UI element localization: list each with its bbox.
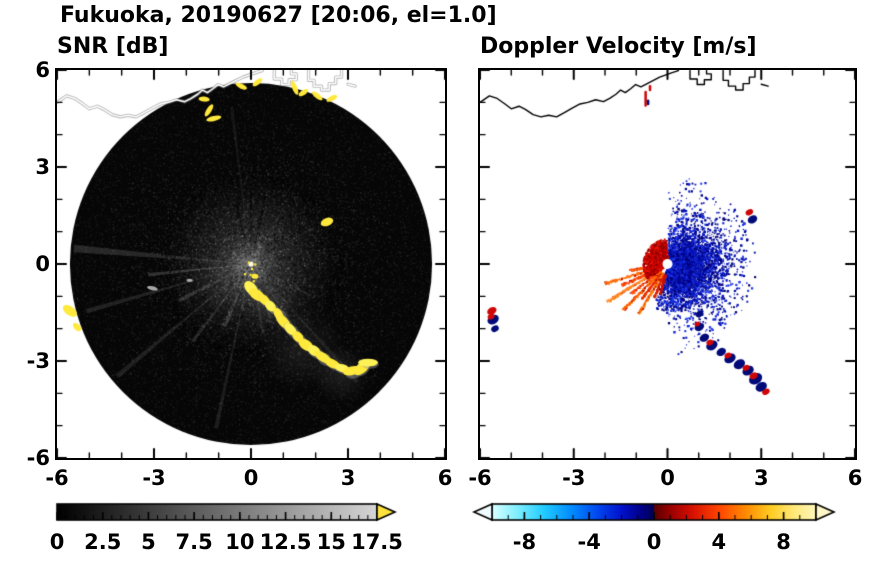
snr-colorbar-tick-label: 10 xyxy=(225,530,255,554)
doppler-colorbar-tick-label: -8 xyxy=(512,530,537,554)
snr-colorbar xyxy=(50,500,410,526)
x-tick-label-snr: -3 xyxy=(142,466,166,490)
doppler-colorbar-tick-label: 8 xyxy=(776,530,791,554)
y-tick-label: 3 xyxy=(35,155,50,179)
snr-colorbar-tick-label: 5 xyxy=(141,530,156,554)
x-tick-label-doppler: -3 xyxy=(562,466,586,490)
snr-panel xyxy=(55,68,447,460)
doppler-panel-title: Doppler Velocity [m/s] xyxy=(480,34,757,59)
x-tick-label-snr: 6 xyxy=(437,466,453,490)
snr-colorbar-tick-label: 7.5 xyxy=(175,530,213,554)
doppler-colorbar-tick-label: 4 xyxy=(711,530,727,554)
x-tick-label-doppler: 0 xyxy=(660,466,675,490)
snr-ppi-canvas xyxy=(57,70,445,458)
doppler-colorbar-tick-label: 0 xyxy=(646,530,662,554)
doppler-ppi-canvas xyxy=(480,70,855,458)
y-tick-label: -6 xyxy=(26,446,50,470)
snr-colorbar-tick-label: 12.5 xyxy=(259,530,312,554)
x-tick-label-snr: -6 xyxy=(45,466,69,490)
x-tick-label-snr: 3 xyxy=(340,466,356,490)
doppler-colorbar xyxy=(470,500,850,526)
snr-colorbar-tick-label: 2.5 xyxy=(84,530,122,554)
y-tick-label: 6 xyxy=(35,58,50,82)
doppler-colorbar-tick-label: -4 xyxy=(577,530,601,554)
snr-colorbar-tick-label: 0 xyxy=(49,530,65,554)
x-tick-label-doppler: -6 xyxy=(468,466,492,490)
snr-colorbar-tick-label: 15 xyxy=(316,530,346,554)
figure-title: Fukuoka, 20190627 [20:06, el=1.0] xyxy=(60,3,497,28)
snr-colorbar-tick-label: 17.5 xyxy=(351,530,403,554)
x-tick-label-doppler: 3 xyxy=(753,466,769,490)
x-tick-label-snr: 0 xyxy=(243,466,259,490)
snr-panel-title: SNR [dB] xyxy=(57,34,169,59)
y-tick-label: -3 xyxy=(26,349,50,373)
doppler-panel xyxy=(478,68,857,460)
x-tick-label-doppler: 6 xyxy=(847,466,863,490)
y-tick-label: 0 xyxy=(35,252,50,276)
